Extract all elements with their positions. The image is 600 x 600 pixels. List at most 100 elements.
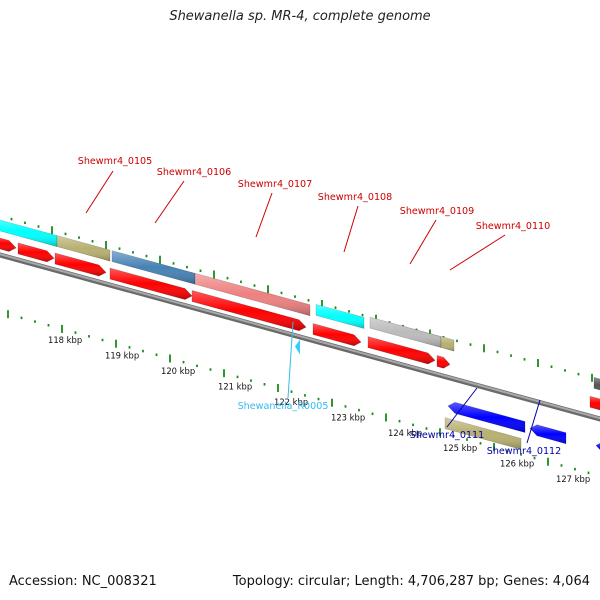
minor-tick [402, 324, 404, 328]
label-leader-line [287, 321, 294, 399]
forward-cds-arrow[interactable] [0, 236, 17, 252]
major-tick [7, 310, 9, 319]
rna-marker[interactable] [295, 339, 300, 355]
axis-tick-label: 121 kbp [218, 382, 252, 392]
forward-cds-arrow[interactable] [312, 323, 362, 347]
major-tick [537, 359, 539, 368]
minor-tick [466, 438, 468, 441]
reverse-gene-label[interactable]: Shewmr4_0112 [487, 446, 562, 457]
forward-gene-label[interactable]: Shewmr4_0107 [238, 179, 313, 190]
major-tick [321, 300, 323, 309]
minor-tick [209, 368, 212, 371]
backbone-line [0, 253, 600, 420]
axis-tick-label: 124 kbp [388, 428, 422, 438]
rna-gene-label[interactable]: Shewanella_R0005 [238, 401, 329, 412]
lower-tick-row [7, 310, 590, 475]
forward-cds-arrow[interactable] [436, 355, 451, 369]
major-tick [159, 255, 161, 264]
forward-cds-arrow[interactable] [191, 290, 307, 332]
minor-tick [317, 397, 320, 401]
cog-band[interactable] [315, 303, 365, 329]
minor-tick [263, 383, 266, 386]
label-leader-line [526, 399, 541, 444]
minor-tick [172, 262, 175, 265]
minor-tick [344, 405, 347, 408]
major-tick [61, 324, 63, 333]
axis-tick-label: 123 kbp [331, 412, 365, 422]
minor-tick [280, 291, 283, 295]
minor-tick [34, 320, 36, 323]
major-tick [223, 369, 225, 378]
forward-cds-arrow[interactable] [367, 336, 436, 365]
minor-tick [24, 221, 26, 225]
label-leader-line [446, 387, 478, 428]
minor-tick [145, 254, 148, 258]
forward-cds-arrow[interactable] [589, 395, 600, 411]
minor-tick [348, 310, 350, 313]
forward-cds-arrow[interactable] [109, 267, 193, 300]
minor-tick [290, 390, 293, 393]
minor-tick [425, 427, 428, 430]
minor-tick [574, 467, 576, 471]
axis-tick-label: 119 kbp [105, 351, 139, 361]
minor-tick [199, 269, 202, 273]
reverse-gene-label[interactable]: Shewmr4_0111 [410, 430, 485, 441]
forward-cds-arrow[interactable] [54, 252, 107, 277]
minor-tick [304, 394, 306, 397]
minor-tick [142, 349, 144, 353]
cog-band[interactable] [593, 376, 600, 392]
label-leader-line [154, 180, 185, 224]
major-tick [213, 270, 215, 279]
cog-band[interactable] [440, 336, 455, 352]
forward-gene-label[interactable]: Shewmr4_0106 [157, 167, 232, 178]
minor-tick [334, 306, 337, 309]
minor-tick [37, 225, 40, 228]
forward-gene-label[interactable]: Shewmr4_0105 [78, 156, 153, 167]
reverse-cds-arrow[interactable] [595, 442, 600, 455]
minor-tick [250, 379, 252, 382]
reverse-cds-arrow[interactable] [529, 424, 567, 445]
cog-band[interactable] [56, 235, 111, 262]
minor-tick [182, 360, 185, 364]
axis-tick-label: 126 kbp [500, 459, 534, 469]
cog-band[interactable] [444, 417, 522, 450]
major-tick [547, 457, 549, 466]
major-tick [591, 373, 593, 382]
minor-tick [128, 346, 131, 349]
minor-tick [550, 365, 553, 368]
minor-tick [510, 354, 512, 357]
minor-tick [533, 456, 536, 460]
forward-gene-label[interactable]: Shewmr4_0108 [318, 192, 393, 203]
forward-cds-arrow[interactable] [17, 242, 55, 263]
minor-tick [294, 295, 296, 298]
label-leader-line [255, 192, 273, 238]
minor-tick [587, 471, 590, 475]
major-tick [493, 443, 495, 452]
minor-tick [456, 339, 458, 343]
cog-band[interactable] [194, 272, 311, 317]
minor-tick [186, 265, 188, 269]
reverse-cds-arrow[interactable] [447, 402, 526, 433]
backbone [0, 252, 600, 422]
minor-tick [64, 232, 67, 236]
major-tick [331, 398, 333, 407]
minor-tick [577, 372, 580, 376]
forward-gene-label[interactable]: Shewmr4_0110 [476, 221, 551, 232]
axis-tick-label: 125 kbp [443, 443, 477, 453]
major-tick [105, 240, 107, 249]
forward-gene-label[interactable]: Shewmr4_0109 [400, 206, 475, 217]
map-title: Shewanella sp. MR-4, complete genome [169, 9, 431, 24]
minor-tick [560, 464, 563, 467]
axis-tick-label: 122 kbp [274, 397, 308, 407]
minor-tick [564, 369, 566, 372]
minor-tick [371, 412, 374, 416]
minor-tick [10, 217, 13, 221]
label-leader-line [343, 205, 359, 253]
minor-tick [415, 328, 418, 332]
genome-stats-text: Topology: circular; Length: 4,706,287 bp… [232, 574, 590, 589]
minor-tick [236, 375, 239, 379]
major-tick [483, 344, 485, 353]
minor-tick [358, 408, 360, 412]
axis-tick-label: 127 kbp [556, 474, 590, 484]
